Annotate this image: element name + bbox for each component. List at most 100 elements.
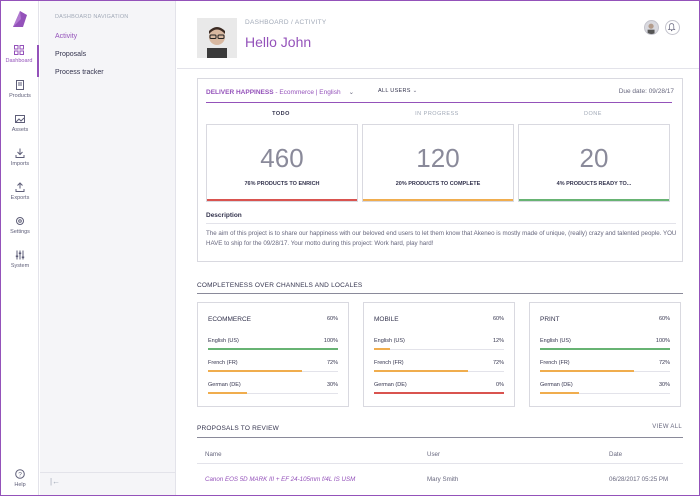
table-header-divider [197,463,683,464]
project-selector[interactable]: DELIVER HAPPINESS - Ecommerce | English ⌄ [206,88,354,96]
channel-name: ECOMMERCE [208,316,251,323]
locale-row: English (US) 100% [208,338,338,352]
progress-fill [374,370,468,372]
dashboard-icon [14,45,24,55]
locale-name: German (DE) [208,382,241,388]
breadcrumb[interactable]: DASHBOARD / ACTIVITY [245,19,327,26]
column-header-date[interactable]: Date [609,451,623,458]
proposal-user: Mary Smith [427,476,459,483]
akeneo-logo-icon[interactable] [11,9,29,29]
collapse-panel-icon[interactable]: |← [50,477,61,486]
rail-item-products[interactable]: Products [1,80,39,112]
view-all-link[interactable]: VIEW ALL [652,424,682,430]
channel-name: PRINT [540,316,560,323]
completeness-divider [197,293,683,294]
rail-item-dashboard[interactable]: Dashboard [1,45,39,77]
locale-value: 100% [323,338,338,344]
channel-percent: 60% [492,316,504,322]
channel-percent: 60% [658,316,670,322]
rail-item-assets[interactable]: Assets [1,114,39,146]
rail-item-label: System [10,263,30,269]
stat-todo[interactable]: 460 76% PRODUCTS TO ENRICH [206,124,358,202]
progress-fill [374,348,390,350]
progress-fill [540,370,634,372]
project-name: DELIVER HAPPINESS [206,89,274,96]
help-icon: ? [15,469,25,479]
locale-row: French (FR) 72% [374,360,504,374]
locale-name: German (DE) [540,382,573,388]
nav-item-proposals[interactable]: Proposals [55,51,87,58]
column-header-user[interactable]: User [427,451,441,458]
locale-row: French (FR) 72% [208,360,338,374]
channel-card-mobile: MOBILE 60% English (US) 12% French (FR) 72… [363,302,515,407]
bell-icon [667,23,676,32]
nav-item-activity[interactable]: Activity [55,33,78,40]
column-head-in-progress: IN PROGRESS [415,111,459,117]
main-content: DASHBOARD / ACTIVITY Hello John DELIVER … [177,1,699,495]
locale-value: 72% [658,360,670,366]
system-icon [15,250,25,260]
locale-name: English (US) [374,338,405,344]
locale-value: 72% [492,360,504,366]
description-title: Description [206,212,242,219]
progress-fill [374,392,504,394]
progress-track [374,349,504,350]
progress-fill [208,392,247,394]
column-head-done: DONE [584,111,602,117]
user-avatar [197,18,237,58]
column-head-todo: TODO [272,111,290,117]
locale-name: German (DE) [374,382,407,388]
stat-label: 20% PRODUCTS TO COMPLETE [395,181,481,187]
imports-icon [15,148,25,158]
stat-in-progress[interactable]: 120 20% PRODUCTS TO COMPLETE [362,124,514,202]
locale-value: 72% [326,360,338,366]
progress-fill [540,392,579,394]
rail-item-settings[interactable]: Settings [1,216,39,248]
proposal-product-link[interactable]: Canon EOS 5D MARK III + EF 24-105mm f/4L… [205,476,356,483]
completeness-title: COMPLETENESS OVER CHANNELS AND LOCALES [197,282,363,289]
locale-row: German (DE) 0% [374,382,504,396]
locale-name: English (US) [208,338,239,344]
notifications-button[interactable] [665,20,680,35]
dashboard-navigation: DASHBOARD NAVIGATION Activity Proposals … [40,1,176,495]
main-menu-rail: Dashboard Products Assets Imports Export… [1,1,39,495]
locale-name: French (FR) [208,360,238,366]
due-date: Due date: 09/28/17 [618,88,674,95]
proposals-divider [197,437,683,438]
users-filter[interactable]: ALL USERS ⌄ [378,88,418,94]
rail-item-label: Dashboard [5,58,33,64]
page-title: Hello John [245,34,312,50]
locale-name: French (FR) [374,360,404,366]
user-menu-avatar[interactable] [644,20,659,35]
stat-value: 120 [416,143,460,173]
rail-item-exports[interactable]: Exports [1,182,39,214]
rail-item-label: Imports [10,161,30,167]
exports-icon [15,182,25,192]
user-photo-icon [197,18,237,58]
help-button[interactable]: ? Help [1,469,39,496]
rail-item-label: Exports [10,195,30,201]
project-card: DELIVER HAPPINESS - Ecommerce | English ⌄… [197,78,683,262]
stat-done[interactable]: 20 4% PRODUCTS READY TO... [518,124,670,202]
users-filter-label: ALL USERS [378,88,411,94]
proposals-title: PROPOSALS TO REVIEW [197,425,279,432]
progress-fill [208,370,302,372]
locale-row: German (DE) 30% [208,382,338,396]
locale-value: 30% [326,382,338,388]
locale-value: 12% [492,338,504,344]
status-bar [519,199,669,201]
locale-row: English (US) 12% [374,338,504,352]
rail-item-system[interactable]: System [1,250,39,282]
project-underline [206,102,672,103]
locale-row: French (FR) 72% [540,360,670,374]
progress-track [540,393,670,394]
nav-footer-divider [40,472,176,473]
rail-item-imports[interactable]: Imports [1,148,39,180]
locale-value: 30% [658,382,670,388]
column-header-name[interactable]: Name [205,451,222,458]
svg-text:?: ? [18,471,22,478]
nav-item-process-tracker[interactable]: Process tracker [55,69,104,76]
locale-name: English (US) [540,338,571,344]
locale-value: 100% [655,338,670,344]
nav-title: DASHBOARD NAVIGATION [55,14,129,20]
